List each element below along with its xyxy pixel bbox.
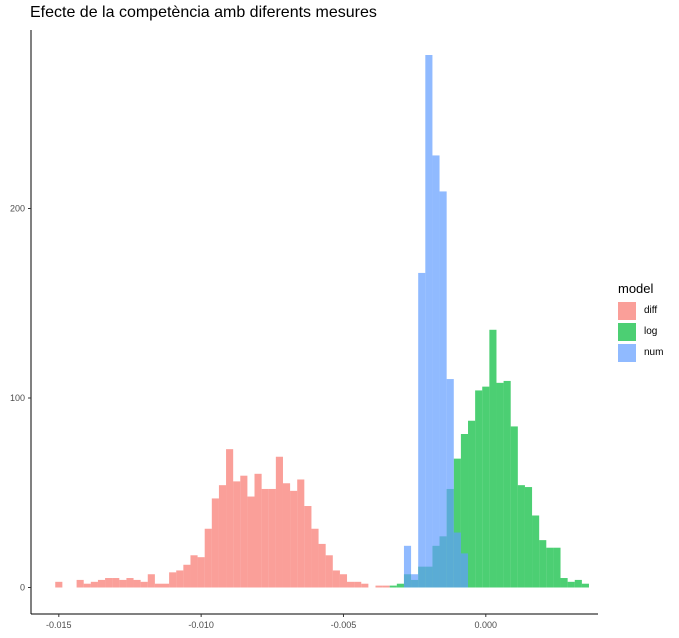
bar-diff (233, 481, 241, 588)
axes-layer (30, 30, 598, 615)
bar-log (453, 458, 461, 588)
bar-log (510, 426, 518, 588)
bar-diff (218, 485, 227, 588)
bar-diff (254, 473, 262, 588)
y-tick-label: 100 (10, 393, 25, 403)
legend-item-log: log (618, 321, 663, 342)
bar-num (403, 545, 412, 588)
bar-diff (97, 579, 106, 588)
bar-log (524, 487, 533, 588)
bar-diff (83, 583, 91, 588)
legend-label-num: num (644, 347, 664, 358)
legend-swatch-log (618, 322, 636, 341)
bar-diff (375, 585, 383, 588)
x-tick-label: -0.005 (331, 620, 357, 630)
bar-num (432, 155, 440, 588)
bar-diff (297, 479, 305, 588)
bars-layer (55, 55, 589, 588)
bar-log (460, 434, 469, 588)
bar-diff (197, 557, 205, 588)
bar-num (453, 532, 461, 588)
bar-diff (290, 490, 298, 588)
bar-diff (133, 579, 141, 588)
bar-log (532, 515, 540, 588)
bar-log (560, 578, 568, 588)
legend-swatch-num (618, 343, 636, 362)
bar-diff (354, 581, 362, 588)
bar-diff (318, 543, 326, 588)
x-tick-label: 0.000 (475, 620, 498, 630)
bar-diff (190, 555, 198, 588)
bar-log (517, 485, 525, 588)
bar-num (446, 379, 454, 588)
bar-log (574, 579, 582, 588)
bar-num (460, 553, 469, 588)
bar-diff (147, 574, 155, 588)
bar-diff (347, 581, 355, 588)
bar-diff (332, 570, 340, 588)
bar-diff (162, 583, 170, 588)
bar-diff (247, 496, 255, 588)
bar-log (396, 583, 404, 588)
ticks-layer: -0.015 -0.010 -0.005 0.000 0 100 200 (10, 204, 497, 631)
bar-log (468, 420, 476, 588)
bar-diff (112, 578, 120, 588)
bar-diff (105, 578, 113, 588)
bar-diff (76, 579, 84, 588)
bar-diff (176, 570, 184, 588)
bar-diff (325, 555, 333, 588)
bar-log (539, 540, 547, 588)
bar-diff (361, 583, 369, 588)
bar-diff (339, 574, 348, 588)
bar-diff (382, 585, 390, 588)
legend: model diff log num (618, 281, 663, 363)
bar-log (546, 547, 554, 588)
bar-log (475, 390, 483, 588)
legend-title: model (618, 281, 654, 296)
legend-item-diff: diff (618, 300, 663, 321)
bar-log (581, 583, 589, 588)
bar-diff (55, 581, 63, 588)
legend-swatch-diff (618, 301, 636, 320)
bar-log (553, 547, 561, 588)
bar-diff (261, 488, 269, 588)
bar-num (411, 574, 419, 588)
legend-label-log: log (644, 326, 658, 337)
legend-item-num: num (618, 342, 663, 363)
bar-log (482, 386, 490, 588)
chart-title: Efecte de la competència amb diferents m… (30, 4, 377, 21)
bar-diff (311, 528, 319, 588)
bar-log (567, 581, 575, 588)
bar-log (489, 329, 497, 588)
y-tick-label: 0 (20, 583, 25, 593)
bar-log (389, 585, 397, 588)
legend-label-diff: diff (644, 305, 658, 316)
bar-num (425, 55, 433, 588)
x-tick-label: -0.015 (46, 620, 72, 630)
bar-log (496, 382, 504, 588)
bar-log (503, 380, 511, 588)
bar-diff (268, 488, 276, 588)
bar-diff (211, 498, 219, 588)
bar-diff (169, 572, 177, 588)
bar-diff (226, 449, 234, 588)
bar-diff (183, 564, 191, 588)
bar-diff (90, 581, 98, 588)
bar-diff (240, 475, 248, 588)
bar-diff (154, 583, 162, 588)
y-tick-label: 200 (10, 204, 25, 214)
x-tick-label: -0.010 (188, 620, 214, 630)
bar-diff (126, 578, 134, 588)
bar-diff (204, 528, 212, 588)
bar-diff (140, 581, 148, 588)
legend-items: diff log num (618, 300, 663, 363)
bar-num (439, 191, 447, 588)
bar-diff (275, 456, 283, 588)
bar-diff (304, 506, 312, 588)
bar-diff (282, 483, 291, 588)
bar-num (418, 272, 426, 588)
bar-diff (119, 579, 127, 588)
